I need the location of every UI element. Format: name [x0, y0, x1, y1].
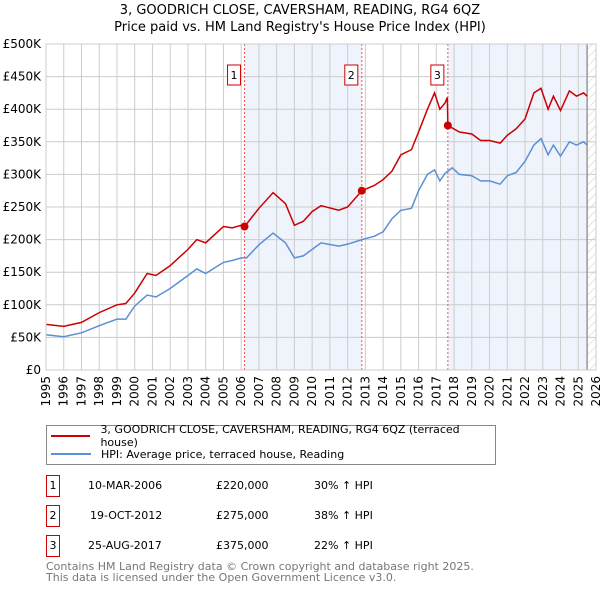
sale-date: 10-MAR-2006 [88, 479, 163, 492]
sale-marker-label: 3 [46, 535, 60, 557]
sale-delta: 22% ↑ HPI [314, 539, 373, 552]
property-price-line [45, 87, 588, 328]
y-tick-label: £500K [3, 37, 43, 51]
x-tick-label: 2026 [589, 376, 600, 407]
x-tick-label: 2007 [252, 376, 266, 407]
y-tick-label: £400K [3, 102, 43, 116]
chart-title: 3, GOODRICH CLOSE, CAVERSHAM, READING, R… [119, 3, 481, 18]
x-tick-label: 1999 [110, 376, 124, 407]
sale-price: £220,000 [216, 479, 269, 492]
chart-plot: £0 £50K £100K £150K £200K £250K £300K £350K £400… [3, 37, 600, 407]
sale-marker-box [344, 64, 359, 86]
y-tick-label: £450K [3, 70, 43, 84]
sale-marker-label: 3 [434, 69, 441, 82]
x-tick-label: 2021 [500, 376, 514, 407]
sale-marker-box [227, 64, 242, 86]
x-tick-label: 2000 [128, 376, 142, 407]
x-tick-label: 2019 [465, 376, 479, 407]
sale-price: £275,000 [216, 509, 269, 522]
y-tick-label: £350K [3, 135, 43, 149]
sale-price: £375,000 [216, 539, 269, 552]
plot-border [45, 43, 597, 371]
sale-marker-label: 2 [348, 69, 355, 82]
x-tick-label: 2020 [483, 376, 497, 407]
y-tick-label: £150K [3, 265, 43, 279]
x-tick-label: 1996 [57, 376, 71, 407]
x-tick-label: 2003 [181, 376, 195, 407]
x-tick-label: 2012 [341, 376, 355, 407]
x-tick-label: 2011 [323, 376, 337, 407]
y-tick-label: £100K [3, 298, 43, 312]
x-tick-label: 2010 [305, 376, 319, 407]
sale-marker-label: 2 [46, 505, 60, 527]
x-tick-label: 1995 [39, 376, 53, 407]
x-tick-label: 2025 [571, 376, 585, 407]
sale-marker-box [430, 64, 445, 86]
footer-licence: This data is licensed under the Open Gov… [46, 571, 397, 584]
legend: 3, GOODRICH CLOSE, CAVERSHAM, READING, R… [46, 423, 496, 465]
x-tick-label: 2009 [287, 376, 301, 407]
sale-point [443, 121, 452, 130]
x-tick-label: 2008 [270, 376, 284, 407]
sale-point [240, 222, 249, 231]
x-tick-label: 2018 [447, 376, 461, 407]
x-tick-label: 2017 [429, 376, 443, 407]
sale-point [357, 186, 366, 195]
x-tick-label: 2013 [358, 376, 372, 407]
x-tick-label: 2016 [412, 376, 426, 407]
hpi-line [45, 137, 588, 338]
x-tick-label: 2022 [518, 376, 532, 407]
legend-label-hpi: HPI: Average price, terraced house, Read… [101, 447, 345, 461]
x-tick-label: 2004 [199, 376, 213, 407]
footer-copyright: Contains HM Land Registry data © Crown c… [46, 560, 474, 573]
x-tick-label: 2006 [234, 376, 248, 407]
chart-subtitle: Price paid vs. HM Land Registry's House … [114, 20, 486, 35]
x-tick-label: 2001 [145, 376, 159, 407]
x-tick-label: 2015 [394, 376, 408, 407]
sale-row: 2 19-OCT-2012 £275,000 38% ↑ HPI [46, 505, 600, 527]
x-tick-label: 2024 [554, 376, 568, 407]
y-tick-label: £50K [10, 330, 42, 344]
sale-date: 19-OCT-2012 [90, 509, 163, 522]
x-tick-label: 2014 [376, 376, 390, 407]
y-tick-label: £250K [3, 200, 43, 214]
legend-swatch-hpi [51, 453, 91, 455]
x-tick-label: 2023 [536, 376, 550, 407]
x-tick-label: 1997 [74, 376, 88, 407]
sale-row: 1 10-MAR-2006 £220,000 30% ↑ HPI [46, 475, 600, 497]
sale-date: 25-AUG-2017 [88, 539, 162, 552]
sale-marker-label: 1 [46, 475, 60, 497]
x-tick-label: 1998 [92, 376, 106, 407]
sale-row: 3 25-AUG-2017 £375,000 22% ↑ HPI [46, 535, 600, 557]
sale-marker-label: 1 [231, 69, 238, 82]
sale-delta: 38% ↑ HPI [314, 509, 373, 522]
x-tick-label: 2002 [163, 376, 177, 407]
sale-delta: 30% ↑ HPI [314, 479, 373, 492]
x-tick-label: 2005 [216, 376, 230, 407]
y-tick-label: £300K [3, 167, 43, 181]
y-tick-label: £0 [26, 363, 41, 377]
legend-label-property: 3, GOODRICH CLOSE, CAVERSHAM, READING, R… [100, 423, 460, 449]
legend-swatch-property [51, 435, 91, 437]
y-tick-label: £200K [3, 233, 43, 247]
